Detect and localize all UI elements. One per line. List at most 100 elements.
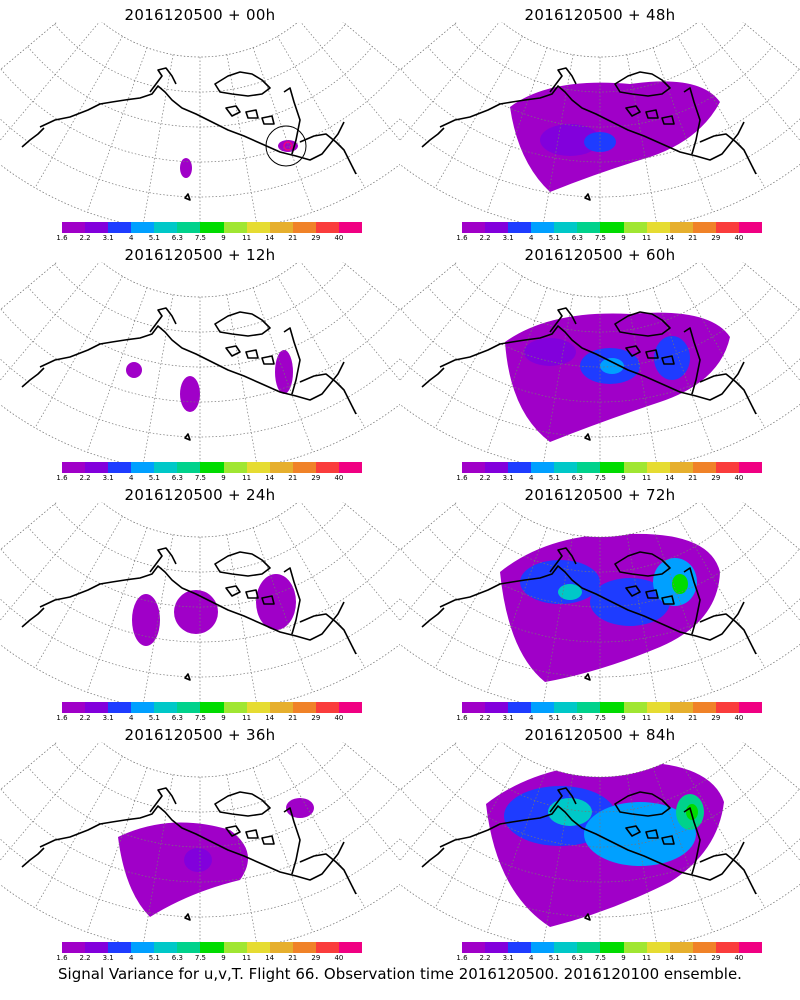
- colorbar-label: 5.1: [548, 954, 560, 962]
- colorbar-labels: 1.6 2.2 3.1 4 5.1 6.3 7.5 9 11 14 21 29 40: [56, 954, 362, 964]
- map-panel-60h: 2016120500 + 60h 1.6 2.2 3.1 4 5.1 6.3 7.5 9 11 1…: [400, 240, 800, 490]
- colorbar-swatch: [577, 222, 601, 233]
- colorbar-swatch: [623, 222, 647, 233]
- colorbar-label: 9: [621, 474, 626, 482]
- colorbar-swatch: [200, 222, 224, 233]
- colorbar-label: 9: [621, 954, 626, 962]
- colorbar-swatch: [554, 942, 578, 953]
- colorbar-swatch: [200, 942, 224, 953]
- colorbar-swatch: [131, 702, 155, 713]
- polar-map: [400, 22, 800, 233]
- colorbar-label: 29: [311, 234, 321, 242]
- map-boundary: [400, 262, 800, 473]
- colorbar-label: 4: [528, 954, 534, 962]
- colorbar-swatch: [177, 222, 201, 233]
- colorbar-swatch: [292, 942, 316, 953]
- polar-map: [400, 742, 800, 953]
- colorbar-label: 4: [528, 474, 534, 482]
- colorbar-label: 5.1: [548, 714, 560, 722]
- colorbar: [462, 462, 763, 473]
- colorbar-label: 2.2: [479, 234, 491, 242]
- colorbar-swatch: [531, 222, 555, 233]
- colorbar-labels: 1.6 2.2 3.1 4 5.1 6.3 7.5 9 11 14 21 29 40: [56, 474, 362, 484]
- colorbar-labels: 1.6 2.2 3.1 4 5.1 6.3 7.5 9 11 14 21 29 40: [56, 234, 362, 244]
- colorbar-label: 4: [528, 714, 534, 722]
- colorbar-label: 40: [334, 954, 344, 962]
- colorbar-swatch: [315, 702, 339, 713]
- colorbar-label: 3.1: [502, 714, 514, 722]
- variance-field: [510, 81, 720, 192]
- coastlines: [421, 307, 757, 441]
- colorbar-label: 11: [642, 474, 652, 482]
- colorbar-label: 3.1: [102, 474, 114, 482]
- panel-title: 2016120500 + 36h: [124, 726, 276, 744]
- polar-map: [400, 262, 800, 473]
- colorbar-swatch: [600, 222, 624, 233]
- colorbar-swatch: [485, 702, 509, 713]
- coastlines: [421, 547, 757, 681]
- colorbar-label: 21: [288, 954, 298, 962]
- colorbar-label: 6.3: [171, 234, 183, 242]
- colorbar: [462, 702, 763, 713]
- graticule: [400, 22, 800, 232]
- colorbar-label: 9: [221, 234, 226, 242]
- colorbar-swatch: [646, 702, 670, 713]
- colorbar-swatch: [600, 702, 624, 713]
- colorbar-label: 9: [221, 714, 226, 722]
- colorbar-label: 9: [621, 234, 626, 242]
- colorbar-swatch: [131, 222, 155, 233]
- colorbar-swatch: [600, 462, 624, 473]
- colorbar-swatch: [85, 462, 109, 473]
- colorbar-label: 1.6: [56, 714, 68, 722]
- colorbar-swatch: [131, 942, 155, 953]
- colorbar-swatch: [669, 942, 693, 953]
- colorbar-swatch: [554, 462, 578, 473]
- colorbar-label: 14: [665, 954, 675, 962]
- colorbar-label: 3.1: [102, 954, 114, 962]
- colorbar-label: 11: [642, 714, 652, 722]
- colorbar-swatch: [577, 702, 601, 713]
- colorbar-swatch: [462, 462, 486, 473]
- colorbar-label: 1.6: [456, 954, 468, 962]
- colorbar-swatch: [508, 942, 532, 953]
- map-boundary: [400, 22, 800, 233]
- colorbar-label: 6.3: [571, 714, 583, 722]
- coastlines: [421, 67, 757, 201]
- colorbar-swatch: [177, 462, 201, 473]
- colorbar-swatch: [108, 462, 132, 473]
- panel-title: 2016120500 + 24h: [124, 486, 276, 504]
- map-boundary: [400, 742, 800, 953]
- colorbar-swatch: [246, 702, 270, 713]
- colorbar-swatch: [223, 702, 247, 713]
- colorbar-label: 1.6: [56, 234, 68, 242]
- colorbar-label: 7.5: [594, 474, 607, 482]
- colorbar-labels: 1.6 2.2 3.1 4 5.1 6.3 7.5 9 11 14 21 29 40: [456, 954, 762, 964]
- coastlines: [21, 307, 357, 441]
- colorbar-label: 6.3: [171, 954, 183, 962]
- colorbar-swatch: [338, 222, 363, 233]
- colorbar-label: 2.2: [79, 954, 91, 962]
- colorbar-label: 3.1: [502, 954, 514, 962]
- colorbar-swatch: [177, 702, 201, 713]
- colorbar-label: 1.6: [456, 474, 468, 482]
- colorbar-swatch: [485, 942, 509, 953]
- variance-field: [126, 350, 293, 412]
- colorbar-label: 40: [334, 234, 344, 242]
- colorbar-label: 2.2: [79, 234, 91, 242]
- colorbar-label: 40: [334, 474, 344, 482]
- colorbar-label: 21: [688, 954, 698, 962]
- colorbar-swatch: [223, 222, 247, 233]
- panel-title: 2016120500 + 84h: [524, 726, 676, 744]
- colorbar-label: 14: [265, 234, 275, 242]
- coastlines: [21, 787, 357, 921]
- colorbar-label: 14: [665, 234, 675, 242]
- colorbar-swatch: [246, 222, 270, 233]
- colorbar-label: 29: [711, 954, 721, 962]
- colorbar-swatch: [508, 222, 532, 233]
- colorbar-swatch: [85, 702, 109, 713]
- colorbar-swatch: [646, 222, 670, 233]
- colorbar-swatch: [623, 942, 647, 953]
- colorbar-swatch: [292, 702, 316, 713]
- colorbar-label: 21: [288, 474, 298, 482]
- colorbar-swatch: [738, 942, 763, 953]
